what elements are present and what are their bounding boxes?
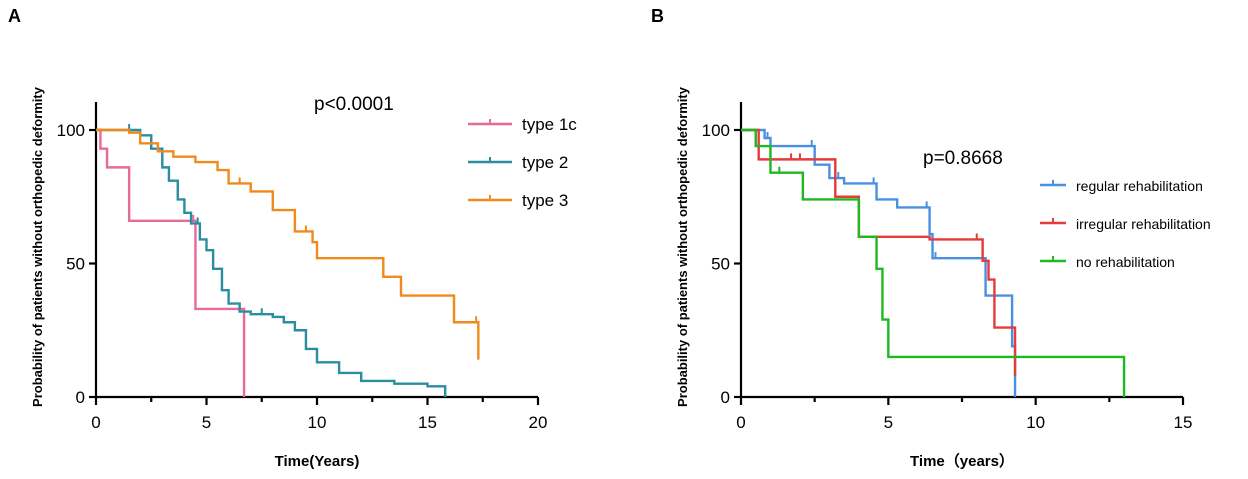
legend-a: type 1c type 2 type 3 — [468, 115, 577, 210]
y-tick-label: 0 — [76, 388, 85, 407]
y-tick-label: 100 — [57, 121, 85, 140]
x-tick-label: 5 — [884, 413, 893, 432]
x-tick-label: 0 — [736, 413, 745, 432]
legend-label: type 1c — [522, 115, 577, 134]
axes-b: 0 50 100 0 5 10 15 — [702, 102, 1193, 432]
legend-label: regular rehabilitation — [1076, 178, 1203, 194]
legend-label: irregular rehabilitation — [1076, 216, 1211, 232]
panel-b: B Probability of patients without orthop… — [651, 6, 1211, 470]
legend-label: type 3 — [522, 191, 568, 210]
x-tick-label: 15 — [418, 413, 437, 432]
y-tick-label: 0 — [721, 388, 730, 407]
x-tick-label: 15 — [1174, 413, 1193, 432]
x-tick-label: 0 — [91, 413, 100, 432]
panel-a: A Probability of patients without orthop… — [8, 6, 577, 470]
y-tick-label: 100 — [702, 121, 730, 140]
y-tick-label: 50 — [711, 255, 730, 274]
x-axis-label-a: Time(Years) — [275, 453, 360, 470]
p-value-a: p<0.0001 — [314, 94, 394, 115]
series-curve-type-3 — [96, 128, 480, 360]
series-curve-no-rehabilitation — [741, 128, 1126, 397]
series-curve-irregular-rehabilitation — [741, 128, 1017, 376]
y-axis-label-b: Probability of patients without orthoped… — [675, 86, 690, 407]
x-tick-label: 10 — [308, 413, 327, 432]
curves-b — [741, 128, 1126, 397]
series-curve-type-1c — [96, 128, 246, 397]
series-curve-type-2 — [96, 128, 447, 397]
panel-letter-b: B — [651, 6, 664, 26]
x-tick-label: 5 — [202, 413, 211, 432]
legend-b: regular rehabilitation irregular rehabili… — [1040, 178, 1211, 270]
y-tick-label: 50 — [66, 255, 85, 274]
x-axis-label-b: Time（years） — [910, 452, 1014, 470]
x-tick-label: 10 — [1026, 413, 1045, 432]
legend-label: type 2 — [522, 153, 568, 172]
axes-a: 0 50 100 0 5 10 15 20 — [57, 102, 548, 432]
x-tick-label: 20 — [529, 413, 548, 432]
p-value-b: p=0.8668 — [923, 148, 1003, 169]
legend-label: no rehabilitation — [1076, 254, 1175, 270]
curves-a — [96, 124, 480, 397]
y-axis-label-a: Probability of patients without orthoped… — [30, 86, 45, 407]
panel-letter-a: A — [8, 6, 21, 26]
